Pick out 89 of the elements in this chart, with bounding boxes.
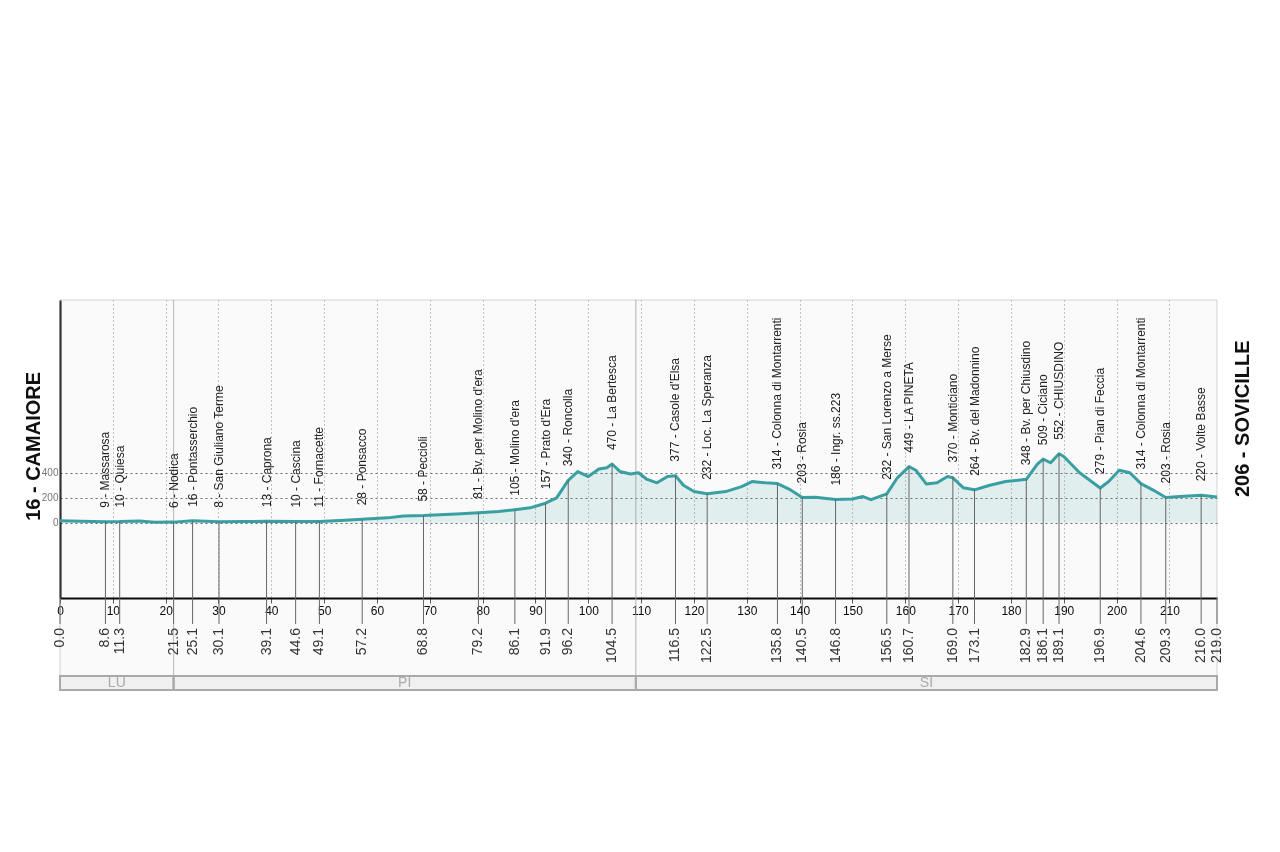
annotation: 279 - Pian di Feccia [1093,367,1108,474]
annotation: 186 - Ingr. ss.223 [828,392,843,486]
annotation: 10 - Cascina [288,439,303,508]
annotation: 8 - San Giuliano Terme [212,385,227,508]
annotation: 25.1 [183,627,200,656]
x-tick-label: 60 [370,603,385,618]
annotation: 6 - Nodica [166,453,181,509]
annotation: 186.1 [1034,627,1051,664]
y-tick-label: 400 [41,467,59,479]
annotation: 57.2 [353,627,370,656]
y-tick-label: 200 [41,492,59,504]
annotation: 264 - Bv. del Madonnino [967,346,982,476]
annotation: 86.1 [505,627,522,656]
annotation: 135.8 [768,627,785,664]
annotation: 160.7 [899,627,916,664]
x-tick-label: 190 [1054,603,1075,618]
annotation: 8.6 [96,627,113,648]
annotation: 81 - Bv. per Molino d'era [471,368,486,499]
annotation: 449 - LA PINETA [901,362,916,453]
annotation: 105 - Molino d'era [507,399,522,496]
annotation: 470 - La Bertesca [605,354,620,451]
x-tick-label: 130 [737,603,758,618]
band-label: SI [919,674,934,690]
annotation: 232 - Loc. La Speranza [700,354,715,480]
x-tick-label: 200 [1107,603,1128,618]
annotation: 10 - Quiesa [112,445,127,508]
annotation: 348 - Bv. per Chiusdino [1019,340,1034,466]
annotation: 96.2 [559,627,576,656]
annotation: 232 - San Lorenzo a Merse [879,334,894,480]
annotation: 68.8 [414,627,431,656]
annotation: 116.5 [666,627,683,662]
annotation: 156.5 [877,627,894,664]
annotation: 203 - Rosia [1158,421,1173,484]
x-tick-label: 120 [684,603,705,618]
annotation: 21.5 [164,627,181,656]
x-tick-label: 210 [1159,603,1181,618]
annotation: 58 - Peccioli [416,436,431,502]
x-tick-label: 110 [632,603,652,618]
annotation: 146.8 [826,627,843,664]
annotation: 219.0 [1208,627,1224,664]
annotation: 509 - Ciciano [1036,374,1051,446]
x-tick-label: 30 [212,603,226,618]
x-tick-label: 170 [948,603,969,618]
annotation: 91.9 [536,627,553,656]
annotation: 157 - Prato d'Era [538,398,553,490]
x-tick-label: 150 [842,603,864,618]
annotation: 11 - Fornacette [312,426,327,508]
x-tick-label: 90 [529,603,543,618]
annotation: 49.1 [310,627,327,656]
annotation: 206 - SOVICILLE [1231,340,1253,498]
annotation: 0.0 [51,627,67,648]
y-tick-label: 0 [52,517,59,529]
annotation: 169.0 [943,627,960,664]
annotation: 552 - CHIUSDINO [1052,341,1067,440]
x-tick-label: 160 [895,603,917,618]
annotation: 189.1 [1050,627,1067,664]
x-tick-label: 180 [1001,603,1022,618]
annotation: 39.1 [257,627,274,656]
band-label: PI [398,674,412,690]
x-tick-label: 140 [790,603,811,618]
annotation: 182.9 [1017,627,1034,664]
annotation: 204.6 [1131,627,1148,664]
x-tick-label: 10 [106,603,121,618]
annotation: 220 - Volte Basse [1194,386,1209,482]
x-tick-label: 20 [159,603,174,618]
annotation: 140.5 [793,627,810,664]
annotation: 13 - Caprona [259,436,274,508]
annotation: 122.5 [698,627,715,664]
annotation: 173.1 [965,627,982,664]
annotation: 314 - Colonna di Montarrenti [770,317,785,470]
annotation: 216.0 [1192,627,1209,664]
annotation: 44.6 [286,627,303,656]
annotation: 340 - Roncolla [561,388,576,467]
annotation: 377 - Casole d'Elsa [668,357,683,462]
annotation: 370 - Monticiano [945,373,960,463]
annotation: 28 - Ponsacco [355,428,370,506]
annotation: 203 - Rosia [795,421,810,484]
annotation: 104.5 [603,627,620,664]
band-label: LU [107,674,126,690]
annotation: 9 - Massarosa [98,431,113,508]
x-tick-label: 70 [423,603,438,618]
annotation: 30.1 [210,627,227,656]
x-tick-label: 100 [578,603,600,618]
annotation: 16 - Pontasserchio [185,406,200,507]
annotation: 79.2 [469,627,486,656]
annotation: 209.3 [1156,627,1173,664]
annotation: 11.3 [110,627,127,655]
annotation: 196.9 [1091,627,1108,664]
annotation: 314 - Colonna di Montarrenti [1133,317,1148,470]
